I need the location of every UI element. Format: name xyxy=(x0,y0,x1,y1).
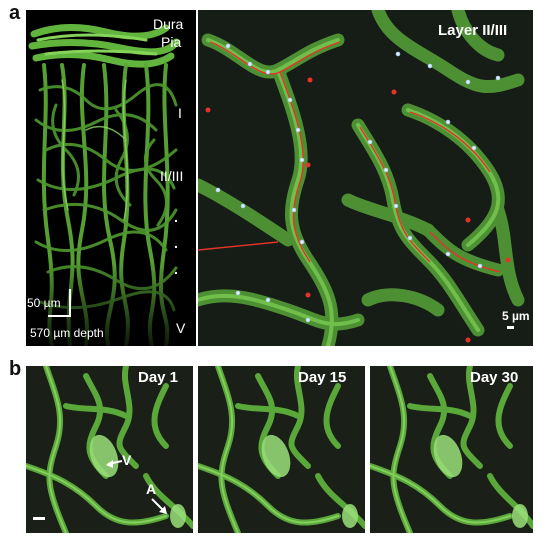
label-dura: Dura xyxy=(153,16,184,32)
dot-marker: . xyxy=(174,209,178,225)
annotation-a: A xyxy=(146,481,157,497)
scale-bar-label: 50 µm xyxy=(27,296,61,310)
zoom-title: Layer II/III xyxy=(438,22,508,39)
label-pia: Pia xyxy=(161,34,182,50)
arrow-a-icon xyxy=(151,498,167,514)
dot-marker: . xyxy=(174,261,178,277)
label-layer-ii-iii: II/III xyxy=(160,168,184,184)
frame-title-day-30: Day 30 xyxy=(470,369,519,386)
annotation-v: V xyxy=(122,452,132,468)
vasculature-volume-image xyxy=(26,10,196,346)
frame-title-day-1: Day 1 xyxy=(138,369,179,386)
arrow-v-icon xyxy=(106,460,123,468)
label-layer-i: I xyxy=(178,105,182,121)
frame-title-day-15: Day 15 xyxy=(298,369,347,386)
label-layer-v: V xyxy=(176,320,186,336)
dot-marker: . xyxy=(174,235,178,251)
zoom-scale-bar-label: 5 µm xyxy=(502,309,530,323)
timelapse-frame-day-15 xyxy=(198,366,365,533)
timelapse-frame-day-1 xyxy=(26,366,193,533)
panel-letter-b: b xyxy=(9,358,22,380)
zoom-scale-bar xyxy=(507,326,514,329)
panel-letter-a: a xyxy=(9,2,21,24)
scale-bar-vertical xyxy=(69,289,71,316)
depth-label: 570 µm depth xyxy=(30,326,104,340)
frame-scale-bar xyxy=(33,517,45,520)
timelapse-frame-day-30 xyxy=(370,366,533,533)
scale-bar-horizontal xyxy=(48,315,71,317)
layer-ii-iii-image xyxy=(198,10,533,346)
